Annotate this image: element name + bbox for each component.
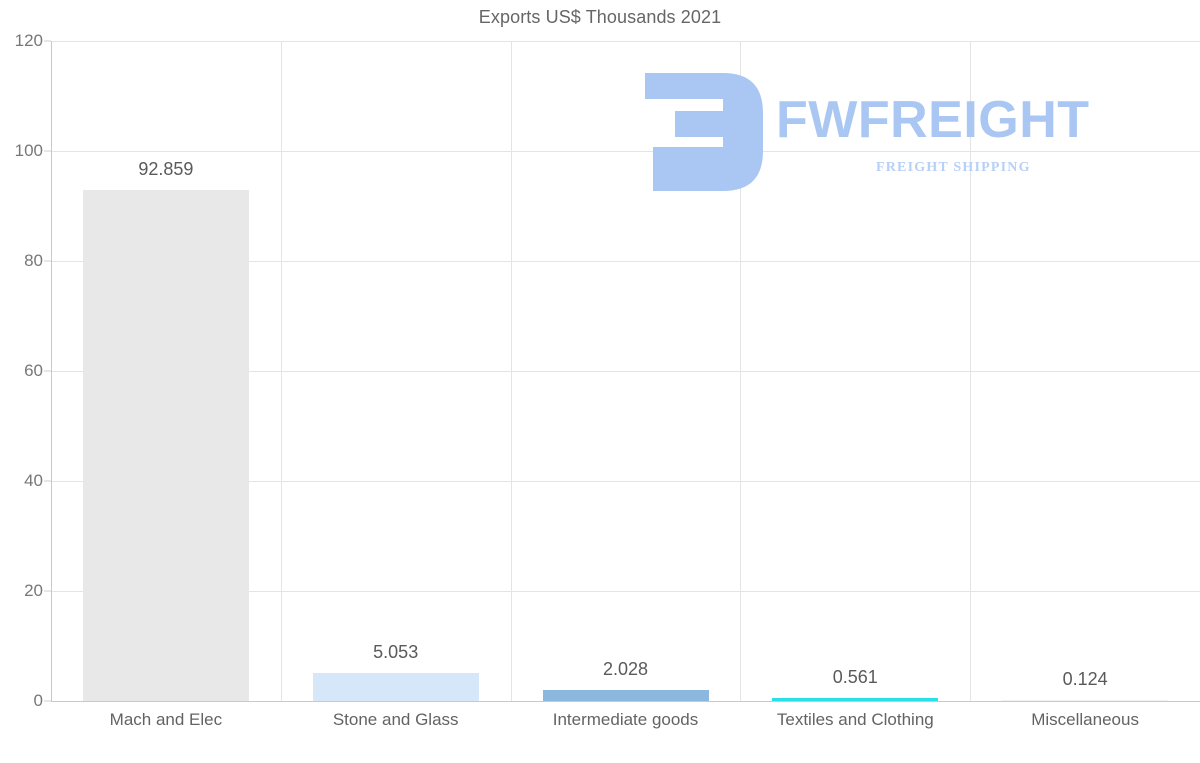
x-axis-category-label: Textiles and Clothing (776, 710, 934, 729)
bar-3[interactable] (772, 697, 939, 701)
y-axis-line (51, 41, 52, 702)
bar-value-label: 0.124 (1062, 669, 1108, 690)
bar-1[interactable] (312, 673, 479, 701)
bar-value-label: 5.053 (373, 642, 419, 663)
y-axis-tick-mark (44, 40, 51, 42)
y-axis-tick-label: 40 (24, 471, 43, 490)
gridline-vertical (740, 41, 741, 701)
chart-title: Exports US$ Thousands 2021 (478, 7, 722, 27)
bar-value-label: 0.561 (832, 666, 878, 687)
gridline-vertical (970, 41, 971, 701)
gridline-horizontal (51, 151, 1200, 152)
gridline-horizontal (51, 481, 1200, 482)
gridline-horizontal (51, 591, 1200, 592)
y-axis-tick-mark (44, 370, 51, 372)
bar-value-label: 92.859 (138, 159, 194, 180)
y-axis-tick-mark (44, 150, 51, 152)
gridline-vertical (281, 41, 282, 701)
x-axis-category-label: Miscellaneous (1031, 710, 1139, 729)
x-axis-category-label: Mach and Elec (109, 710, 223, 729)
y-axis-tick-label: 100 (14, 141, 43, 160)
gridline-horizontal (51, 371, 1200, 372)
y-axis-tick-mark (44, 480, 51, 482)
x-axis-line (51, 701, 1200, 702)
bar-4[interactable] (1002, 700, 1169, 701)
y-axis-tick-label: 20 (24, 581, 43, 600)
x-axis-category-label: Intermediate goods (552, 710, 699, 729)
x-axis-category-label: Stone and Glass (332, 710, 459, 729)
gridline-vertical (511, 41, 512, 701)
y-axis-tick-mark (44, 590, 51, 592)
plot-area (51, 41, 1200, 702)
y-axis-tick-mark (44, 700, 51, 702)
y-axis-tick-label: 60 (24, 361, 43, 380)
bar-value-label: 2.028 (602, 658, 649, 679)
y-axis-tick-label: 80 (24, 251, 43, 270)
y-axis-tick-label: 0 (33, 691, 43, 710)
y-axis-tick-mark (44, 260, 51, 262)
y-axis-tick-label: 120 (14, 31, 43, 50)
bar-2[interactable] (542, 689, 709, 701)
gridline-horizontal (51, 261, 1200, 262)
bar-0[interactable] (82, 190, 249, 701)
gridline-horizontal (51, 41, 1200, 42)
